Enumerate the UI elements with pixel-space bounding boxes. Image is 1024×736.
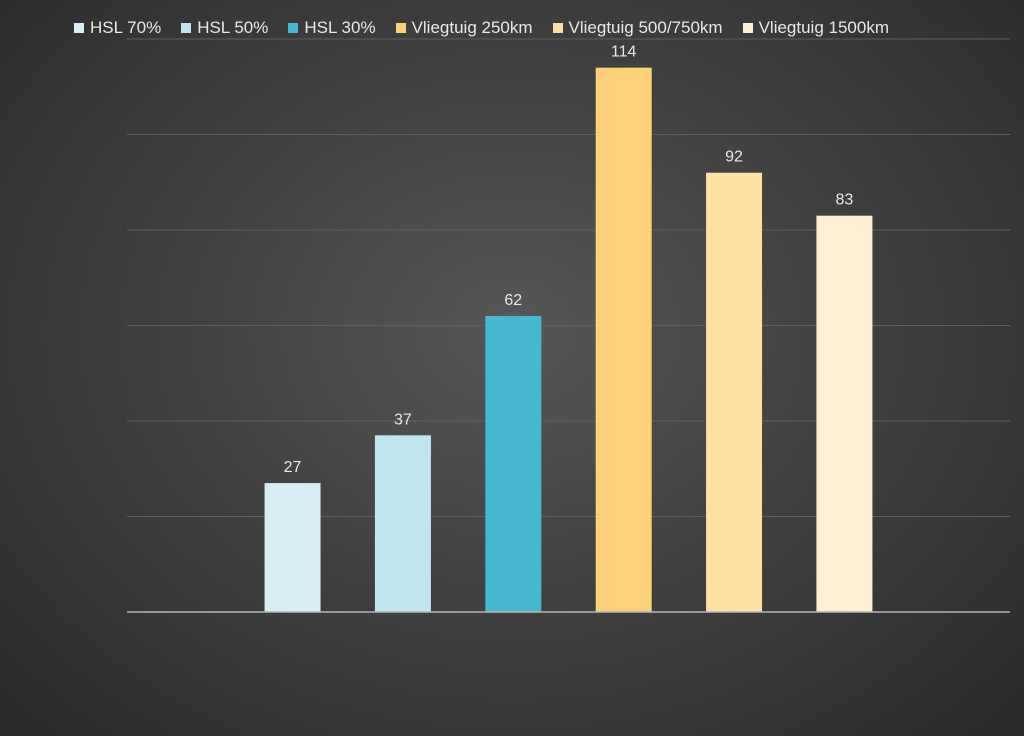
- legend-item-vliegtuig-1500km: Vliegtuig 1500km: [742, 18, 889, 38]
- bar: [706, 172, 763, 612]
- data-label: 92: [725, 149, 743, 166]
- legend-swatch: [552, 23, 563, 33]
- data-label: 27: [284, 459, 302, 476]
- legend-label: Vliegtuig 500/750km: [568, 18, 723, 37]
- data-label: 62: [504, 292, 522, 309]
- bar: [595, 67, 652, 612]
- legend-label: Vliegtuig 250km: [411, 18, 533, 37]
- legend-item-vliegtuig-500-750km: Vliegtuig 500/750km: [552, 18, 723, 38]
- data-label: 37: [394, 411, 412, 428]
- data-labels: 27 37 62 114 92 83: [284, 44, 854, 476]
- legend-item-hsl-30: HSL 30%: [288, 18, 376, 38]
- bar: [374, 435, 431, 612]
- gridlines: [127, 38, 1010, 517]
- data-label: 114: [611, 44, 637, 61]
- legend-swatch: [181, 23, 192, 33]
- legend-swatch: [742, 23, 753, 33]
- legend: HSL 70% HSL 50% HSL 30% Vliegtuig 250km …: [74, 16, 889, 40]
- legend-label: HSL 30%: [304, 18, 376, 37]
- bar: [264, 483, 321, 612]
- bar: [816, 215, 873, 613]
- legend-swatch: [74, 23, 84, 33]
- legend-item-hsl-50: HSL 50%: [181, 18, 268, 38]
- legend-label: Vliegtuig 1500km: [758, 18, 889, 37]
- data-label: 83: [836, 192, 854, 209]
- bar: [485, 315, 542, 612]
- legend-label: HSL 70%: [90, 18, 162, 37]
- legend-swatch: [395, 23, 406, 33]
- bars: [264, 67, 873, 613]
- legend-item-hsl-70: HSL 70%: [74, 18, 161, 38]
- legend-label: HSL 50%: [197, 18, 269, 37]
- legend-item-vliegtuig-250km: Vliegtuig 250km: [395, 18, 533, 38]
- legend-swatch: [288, 23, 299, 33]
